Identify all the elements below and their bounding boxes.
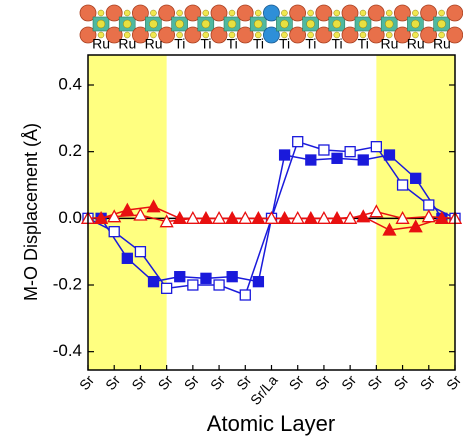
x-tick-label: Sr (128, 372, 149, 393)
chart: -0.4-0.20.00.20.4SrSrSrSrSrSrSrSr/LaSrSr… (0, 0, 463, 440)
top-tick-label: Ru (433, 36, 451, 52)
atom-small (385, 20, 393, 28)
oxygen (412, 10, 418, 16)
top-tick-label: Ru (92, 36, 110, 52)
top-tick-label: Ru (145, 36, 163, 52)
oxygen (360, 10, 366, 16)
top-tick-label: Ru (407, 36, 425, 52)
x-tick-label: Sr (155, 372, 176, 393)
top-tick-label: Ti (331, 36, 342, 52)
atom-small (176, 20, 184, 28)
atom-small (97, 20, 105, 28)
marker (109, 227, 119, 237)
marker (398, 180, 408, 190)
top-tick-label: Ru (118, 36, 136, 52)
atom-small (438, 20, 446, 28)
oxygen (177, 10, 183, 16)
marker (424, 200, 434, 210)
x-axis-label: Atomic Layer (207, 411, 335, 436)
oxygen (439, 10, 445, 16)
x-tick-label: Sr (338, 372, 359, 393)
marker (253, 277, 263, 287)
marker (280, 150, 290, 160)
marker (149, 277, 159, 287)
oxygen (98, 10, 104, 16)
x-tick-label: Sr (207, 372, 228, 393)
x-tick-label: Sr/La (247, 372, 281, 408)
y-tick-label: -0.4 (53, 341, 82, 360)
atom-small (228, 20, 236, 28)
marker (384, 150, 394, 160)
x-tick-label: Sr (417, 372, 438, 393)
y-tick-label: -0.2 (53, 274, 82, 293)
oxygen (229, 10, 235, 16)
oxygen (386, 10, 392, 16)
x-tick-label: Sr (443, 372, 463, 393)
atom-small (359, 20, 367, 28)
x-tick-label: Sr (390, 372, 411, 393)
x-tick-label: Sr (364, 372, 385, 393)
marker (214, 280, 224, 290)
y-tick-label: 0.4 (58, 74, 82, 93)
x-tick-label: Sr (76, 372, 97, 393)
oxygen (255, 10, 261, 16)
marker (411, 173, 421, 183)
atom-small (254, 20, 262, 28)
crystal-structure (80, 5, 463, 43)
marker (319, 145, 329, 155)
top-tick-label: Ti (253, 36, 264, 52)
marker (122, 253, 132, 263)
marker (293, 137, 303, 147)
x-tick-label: Sr (233, 372, 254, 393)
oxygen (281, 10, 287, 16)
oxygen (150, 10, 156, 16)
marker (188, 280, 198, 290)
marker (345, 147, 355, 157)
x-tick-label: Sr (102, 372, 123, 393)
marker (175, 272, 185, 282)
top-tick-label: Ru (381, 36, 399, 52)
marker (135, 247, 145, 257)
atom-small (411, 20, 419, 28)
x-tick-label: Sr (181, 372, 202, 393)
marker (371, 142, 381, 152)
oxygen (308, 10, 314, 16)
top-tick-label: Ti (358, 36, 369, 52)
top-tick-label: Ti (174, 36, 185, 52)
top-tick-label: Ti (200, 36, 211, 52)
atom (447, 5, 463, 21)
marker (332, 153, 342, 163)
atom-small (149, 20, 157, 28)
y-tick-label: 0.2 (58, 141, 82, 160)
atom-small (307, 20, 315, 28)
top-tick-label: Ti (227, 36, 238, 52)
oxygen (203, 10, 209, 16)
atom-small (202, 20, 210, 28)
atom-small (333, 20, 341, 28)
top-tick-label: Ti (305, 36, 316, 52)
x-tick-label: Sr (286, 372, 307, 393)
y-axis-label: M-O Displacement (Å) (21, 123, 41, 301)
top-tick-label: Ti (279, 36, 290, 52)
marker (162, 283, 172, 293)
oxygen (124, 10, 130, 16)
oxygen (334, 10, 340, 16)
marker (358, 155, 368, 165)
marker (306, 155, 316, 165)
marker (227, 272, 237, 282)
marker (240, 290, 250, 300)
x-tick-label: Sr (312, 372, 333, 393)
atom-small (123, 20, 131, 28)
atom-small (280, 20, 288, 28)
y-tick-label: 0.0 (58, 208, 82, 227)
marker (201, 273, 211, 283)
